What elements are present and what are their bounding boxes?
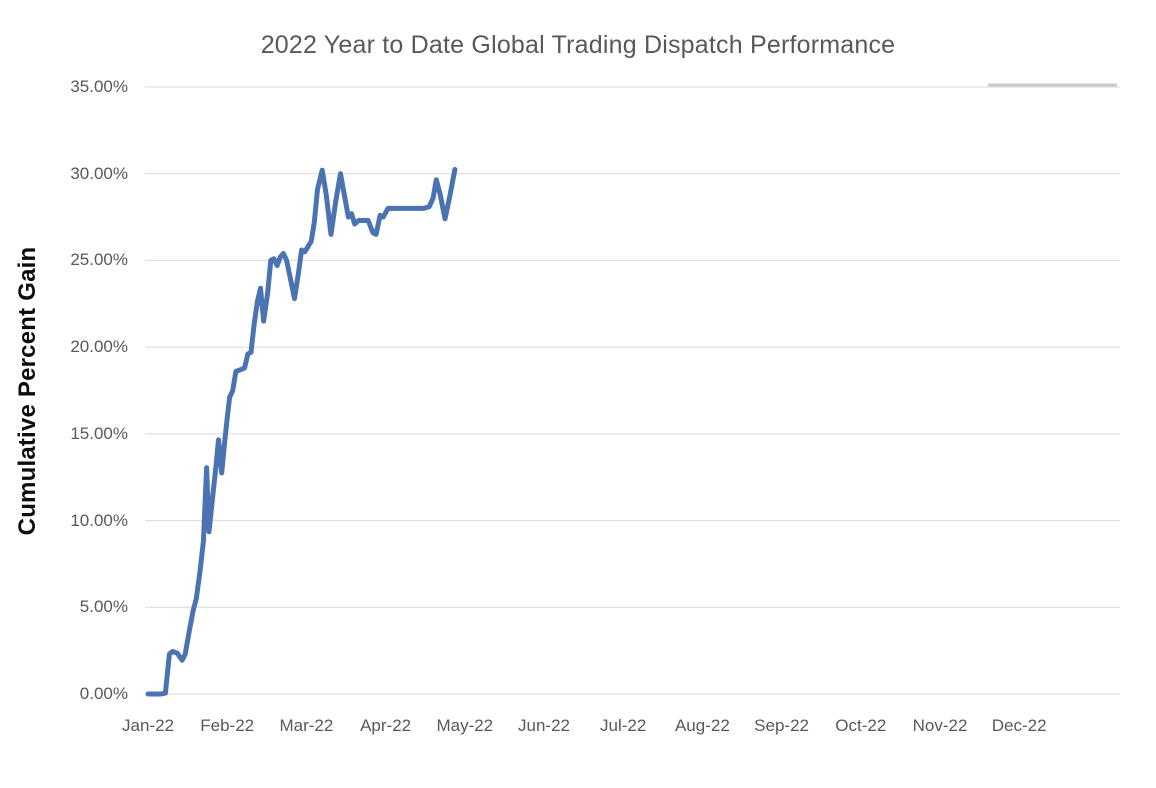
- x-tick-label: Mar-22: [279, 716, 334, 735]
- x-tick-label: Jul-22: [600, 716, 647, 735]
- y-tick-label: 15.00%: [70, 423, 128, 443]
- x-tick-label: Aug-22: [674, 716, 730, 735]
- y-tick-label: 0.00%: [79, 684, 128, 703]
- x-tick-label: May-22: [436, 716, 494, 735]
- data-series-line: [145, 166, 458, 697]
- x-tick-label: Jun-22: [518, 716, 570, 735]
- y-tick-label: 25.00%: [70, 250, 128, 270]
- x-tick-label: Feb-22: [200, 716, 255, 735]
- y-tick-label: 30.00%: [70, 163, 128, 183]
- y-tick-label: 10.00%: [70, 510, 128, 530]
- y-tick-label: 20.00%: [70, 337, 128, 357]
- x-tick-label: Sep-22: [754, 716, 809, 735]
- x-tick-label: Nov-22: [912, 716, 968, 735]
- y-tick-label: 5.00%: [79, 597, 128, 617]
- y-axis-title: Cumulative Percent Gain: [14, 246, 41, 536]
- x-tick-label: Jan-22: [122, 716, 174, 735]
- y-tick-label: 35.00%: [70, 77, 128, 96]
- x-tick-label: Apr-22: [360, 716, 412, 735]
- x-tick-label: Oct-22: [835, 716, 887, 735]
- x-tick-label: Dec-22: [991, 716, 1047, 735]
- chart-title: 2022 Year to Date Global Trading Dispatc…: [260, 31, 896, 59]
